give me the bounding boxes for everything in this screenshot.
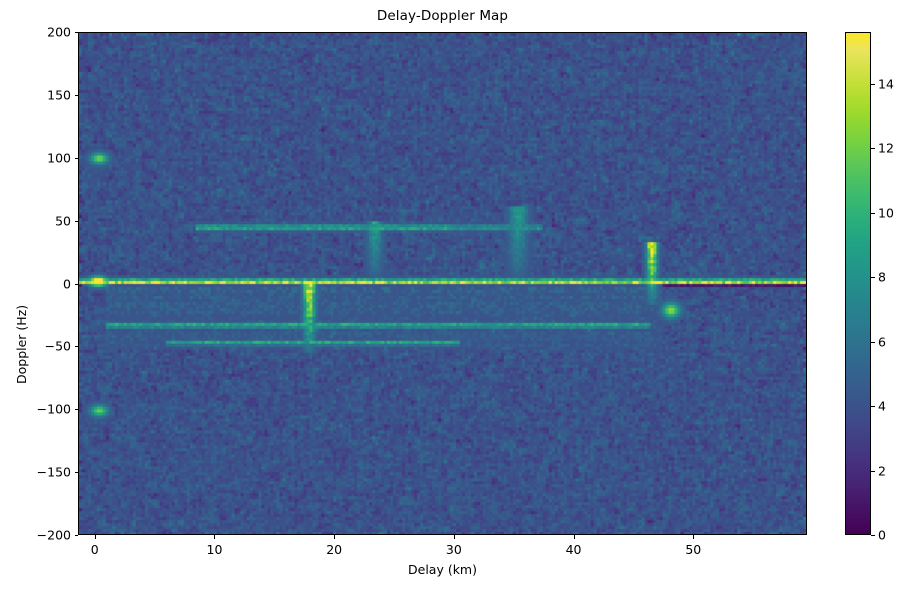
colorbar <box>845 32 871 535</box>
colorbar-tick-label: 2 <box>878 463 886 478</box>
y-tick <box>74 535 78 536</box>
x-axis-label: Delay (km) <box>408 562 477 577</box>
heatmap-plot-area <box>78 32 807 535</box>
colorbar-tick <box>871 470 875 472</box>
x-tick-label: 0 <box>90 542 99 557</box>
y-tick-label: 200 <box>47 24 71 40</box>
y-tick-label: 50 <box>55 213 71 229</box>
x-tick-label: 20 <box>326 542 343 557</box>
colorbar-gradient <box>846 33 870 534</box>
x-tick <box>214 535 216 539</box>
y-tick <box>74 472 78 474</box>
y-tick-label: 100 <box>47 150 71 166</box>
y-tick-label: 0 <box>63 276 71 291</box>
x-tick <box>94 535 96 539</box>
y-tick <box>74 409 78 411</box>
page-title: Delay-Doppler Map <box>376 8 509 24</box>
y-tick <box>74 32 78 33</box>
colorbar-tick <box>871 212 875 214</box>
colorbar-tick <box>871 535 875 536</box>
colorbar-tick-label: 0 <box>878 527 886 543</box>
x-tick-label: 40 <box>565 542 582 557</box>
colorbar-tick-label: 12 <box>878 140 894 156</box>
colorbar-tick-label: 8 <box>878 269 886 285</box>
y-tick <box>74 94 78 96</box>
colorbar-tick <box>871 148 875 150</box>
colorbar-tick <box>871 83 875 85</box>
colorbar-tick-label: 10 <box>878 205 894 221</box>
colorbar-tick-label: 6 <box>878 334 886 350</box>
y-tick-label: 150 <box>47 87 71 103</box>
x-tick <box>453 535 455 539</box>
y-axis-label: Doppler (Hz) <box>14 304 29 384</box>
delay-doppler-heatmap-canvas <box>79 33 806 534</box>
colorbar-tick-label: 14 <box>878 76 894 92</box>
y-tick-label: −100 <box>36 401 71 417</box>
y-tick <box>74 346 78 348</box>
y-tick-label: −150 <box>36 464 71 480</box>
colorbar-tick <box>871 277 875 279</box>
x-tick-label: 30 <box>445 542 462 557</box>
y-tick <box>74 220 78 222</box>
colorbar-tick <box>871 406 875 408</box>
y-tick <box>74 157 78 159</box>
x-tick-label: 10 <box>206 542 223 557</box>
y-tick <box>74 283 78 285</box>
colorbar-tick-label: 4 <box>878 398 886 414</box>
x-tick <box>693 535 695 539</box>
x-tick-label: 50 <box>685 542 702 557</box>
y-tick-label: −200 <box>36 527 71 543</box>
x-tick <box>334 535 336 539</box>
x-tick <box>573 535 575 539</box>
colorbar-tick <box>871 341 875 343</box>
y-tick-label: −50 <box>44 338 71 354</box>
